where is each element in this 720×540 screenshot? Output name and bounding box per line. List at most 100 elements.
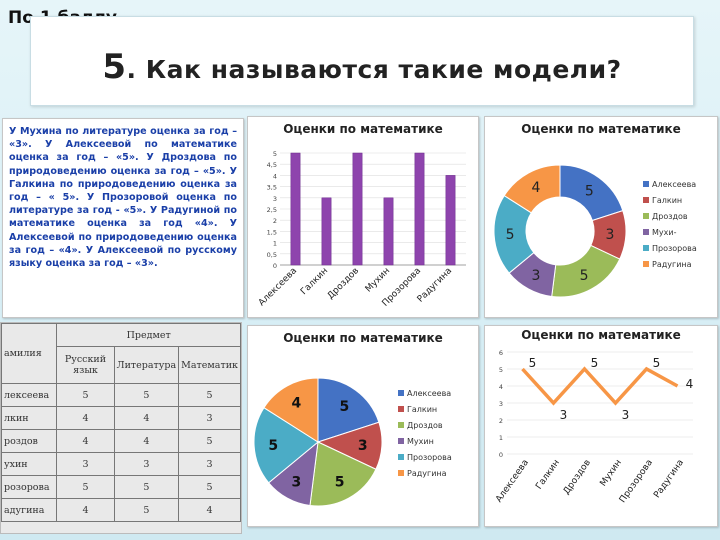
y-tick-label: 3 xyxy=(273,195,277,203)
y-tick-label: 5 xyxy=(499,366,503,374)
table-cell: лексеева xyxy=(1,383,58,407)
y-tick-label: 4 xyxy=(273,172,277,180)
table-header-cell: Математик xyxy=(178,346,241,384)
slice-label: 5 xyxy=(506,227,515,243)
donut-chart-panel: Оценки по математике 5 3 5 3 5 4 Алексеева Галки… xyxy=(484,116,718,318)
x-tick-label: Галкин xyxy=(299,266,330,297)
bar xyxy=(290,152,301,266)
grades-table-panel: амилия Предмет Русский язык Литература Матем… xyxy=(0,322,242,534)
y-tick-label: 5 xyxy=(273,150,277,158)
pie-slice xyxy=(263,377,319,443)
table-row: розорова 5 5 5 xyxy=(1,475,241,499)
legend-swatch xyxy=(398,390,404,396)
series-line xyxy=(521,366,679,406)
chart-title: Оценки по математике xyxy=(283,331,443,345)
table-row: лексеева 5 5 5 xyxy=(1,383,241,407)
bar xyxy=(321,197,332,266)
line-chart: Оценки по математике 0 1 2 3 4 5 6 5 3 5 3 5 4 Алексее… xyxy=(494,328,694,505)
table-cell: 5 xyxy=(56,383,115,407)
table-cell: 5 xyxy=(113,498,180,522)
y-tick-label: 2 xyxy=(273,217,277,225)
data-label: 5 xyxy=(529,356,537,370)
table-cell: 4 xyxy=(113,406,180,430)
pie-slice xyxy=(309,441,377,507)
table-cell: 3 xyxy=(56,452,115,476)
legend-swatch xyxy=(643,181,649,187)
table-row: ухин 3 3 3 xyxy=(1,452,241,476)
table-cell: лкин xyxy=(1,406,58,430)
slice-label: 3 xyxy=(605,227,614,243)
title-text: . Как называются такие модели? xyxy=(126,55,622,84)
title-number: 5 xyxy=(102,47,127,87)
grades-table: амилия Предмет Русский язык Литература Матем… xyxy=(1,323,241,522)
slice-label: 5 xyxy=(268,438,278,454)
x-tick-label: Мухин xyxy=(364,266,392,294)
chart-title: Оценки по математике xyxy=(283,122,443,136)
donut-chart: Оценки по математике 5 3 5 3 5 4 Алексеева Галки… xyxy=(493,122,697,298)
x-tick-label: Дроздов xyxy=(326,266,361,301)
legend-entry: Галкин xyxy=(407,405,437,414)
y-tick-label: 6 xyxy=(499,349,503,357)
data-label: 4 xyxy=(686,377,694,391)
x-tick-label: Мухин xyxy=(598,458,624,489)
table-header-cell: Литература xyxy=(113,346,180,384)
legend-swatch xyxy=(643,245,649,251)
legend-swatch xyxy=(398,406,404,412)
legend-entry: Радугина xyxy=(652,260,692,269)
table-cell: 4 xyxy=(56,429,115,453)
bar xyxy=(352,152,363,266)
pie-slice xyxy=(503,164,561,214)
table-cell: 4 xyxy=(56,406,115,430)
title-box: 5. Как называются такие модели? xyxy=(30,16,694,106)
table-cell: 5 xyxy=(178,383,241,407)
data-label: 5 xyxy=(591,356,599,370)
pie-slice xyxy=(317,377,380,443)
table-row: роздов 4 4 5 xyxy=(1,429,241,453)
data-label: 5 xyxy=(653,356,661,370)
y-tick-label: 1 xyxy=(499,434,503,442)
slice-label: 3 xyxy=(292,474,302,490)
table-cell: 5 xyxy=(56,475,115,499)
x-tick-label: Алексеева xyxy=(257,266,299,308)
table-cell: 3 xyxy=(178,452,241,476)
table-cell: 5 xyxy=(178,429,241,453)
slice-label: 4 xyxy=(292,396,302,412)
slice-label: 5 xyxy=(580,268,589,284)
table-cell: 4 xyxy=(56,498,115,522)
x-tick-label: Галкин xyxy=(534,458,562,492)
y-tick-label: 4 xyxy=(499,383,503,391)
pie-chart-panel: Оценки по математике 5 3 5 3 5 4 Алексеева Галки… xyxy=(247,325,479,527)
y-tick-label: 3,5 xyxy=(267,184,277,192)
chart-title: Оценки по математике xyxy=(521,122,681,136)
pie-slice xyxy=(253,407,319,484)
description-text: У Мухина по литературе оценка за год – «… xyxy=(9,126,237,270)
legend-entry: Радугина xyxy=(407,469,447,478)
y-tick-label: 1,5 xyxy=(267,228,277,236)
pie-chart: Оценки по математике 5 3 5 3 5 4 Алексеева Галки… xyxy=(253,331,452,507)
x-tick-label: Алексеева xyxy=(494,458,531,504)
slice-label: 3 xyxy=(358,438,368,454)
table-header-cell: Русский язык xyxy=(56,346,115,384)
bar-chart: Оценки по математике 0 0,5 1 1,5 2 2,5 3 3,5 4 4,5… xyxy=(257,122,466,309)
x-tick-label: Радугина xyxy=(652,458,686,500)
slide-title: 5. Как называются такие модели? xyxy=(31,47,693,87)
table-cell: 3 xyxy=(178,406,241,430)
line-chart-panel: Оценки по математике 0 1 2 3 4 5 6 5 3 5 3 5 4 Алексее… xyxy=(484,325,718,527)
y-tick-label: 0,5 xyxy=(267,251,277,259)
slice-label: 4 xyxy=(531,180,540,196)
legend-entry: Алексеева xyxy=(652,180,696,189)
table-cell: 5 xyxy=(178,475,241,499)
y-tick-label: 0 xyxy=(499,451,503,459)
legend-entry: Прозорова xyxy=(652,244,697,253)
legend-swatch xyxy=(398,422,404,428)
y-tick-label: 4,5 xyxy=(267,161,277,169)
data-label: 3 xyxy=(622,408,630,422)
table-header-cell: амилия xyxy=(1,323,58,384)
table-cell: 4 xyxy=(113,429,180,453)
table-cell: роздов xyxy=(1,429,58,453)
legend-swatch xyxy=(398,470,404,476)
table-cell: адугина xyxy=(1,498,58,522)
slice-label: 5 xyxy=(339,399,349,415)
legend-swatch xyxy=(643,229,649,235)
legend-entry: Дроздов xyxy=(652,212,688,221)
